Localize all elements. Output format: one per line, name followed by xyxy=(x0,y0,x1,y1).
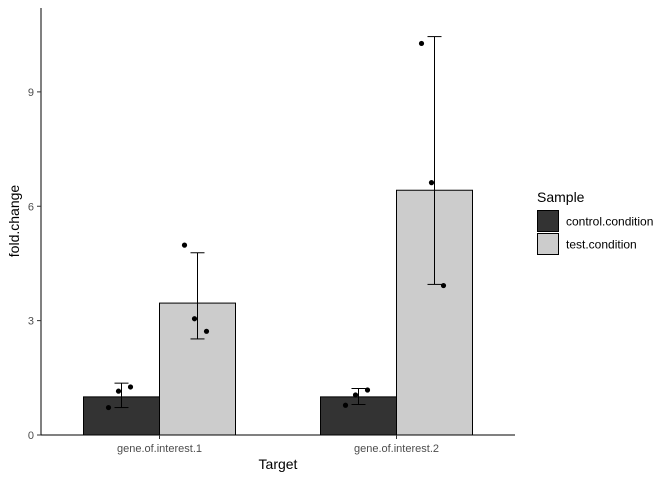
data-point-control.condition-1-0 xyxy=(342,402,349,408)
data-point-control.condition-1-2 xyxy=(364,387,371,393)
x-tick-label-0: gene.of.interest.1 xyxy=(117,443,202,455)
data-point-test.condition-1-0 xyxy=(418,40,425,47)
legend-key-test.condition xyxy=(537,233,559,255)
data-point-control.condition-0-2 xyxy=(127,384,134,390)
y-tick-label-2: 6 xyxy=(28,201,34,213)
legend-label-test.condition: test.condition xyxy=(566,238,637,252)
data-point-control.condition-0-0 xyxy=(105,404,112,411)
legend: Sample control.condition test.condition xyxy=(537,189,653,255)
y-ticks: 0 3 6 9 xyxy=(28,87,41,442)
axes-layer xyxy=(40,8,515,436)
error-bars-layer xyxy=(114,36,442,409)
y-tick-label-3: 9 xyxy=(28,87,34,99)
data-point-control.condition-1-1 xyxy=(352,392,359,398)
x-ticks: gene.of.interest.1 gene.of.interest.2 xyxy=(117,435,439,455)
bars-layer xyxy=(83,189,473,436)
y-tick-label-0: 0 xyxy=(28,430,34,442)
y-axis-title: fold.change xyxy=(6,185,22,258)
x-tick-label-1: gene.of.interest.2 xyxy=(354,443,439,455)
data-point-test.condition-0-2 xyxy=(203,328,210,334)
legend-title: Sample xyxy=(537,189,585,205)
data-point-test.condition-0-0 xyxy=(181,242,188,248)
x-axis-title: Target xyxy=(259,456,298,472)
data-point-test.condition-1-2 xyxy=(440,282,447,289)
data-point-control.condition-0-1 xyxy=(115,388,122,394)
points-layer xyxy=(105,40,447,411)
legend-key-control.condition xyxy=(537,210,559,232)
y-tick-label-1: 3 xyxy=(28,316,34,328)
data-point-test.condition-1-1 xyxy=(428,180,435,186)
data-point-test.condition-0-1 xyxy=(191,316,198,322)
legend-label-control.condition: control.condition xyxy=(566,215,653,229)
